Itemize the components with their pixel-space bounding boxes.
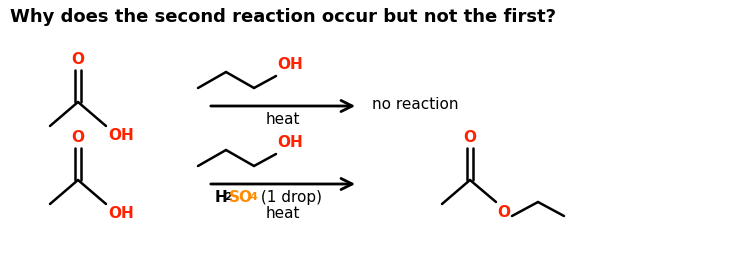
Text: OH: OH [108,128,134,143]
Text: Why does the second reaction occur but not the first?: Why does the second reaction occur but n… [10,8,556,26]
Text: heat: heat [266,112,300,127]
Text: 4: 4 [250,192,258,202]
Text: (1 drop): (1 drop) [256,190,322,205]
Text: O: O [497,205,510,220]
Text: no reaction: no reaction [372,97,459,111]
Text: OH: OH [277,57,302,72]
Text: OH: OH [277,135,302,150]
Text: heat: heat [266,206,300,221]
Text: O: O [71,130,84,145]
Text: SO: SO [229,190,253,205]
Text: O: O [463,130,476,145]
Text: H: H [215,190,228,205]
Text: O: O [71,52,84,67]
Text: 2: 2 [224,192,232,202]
Text: OH: OH [108,206,134,221]
